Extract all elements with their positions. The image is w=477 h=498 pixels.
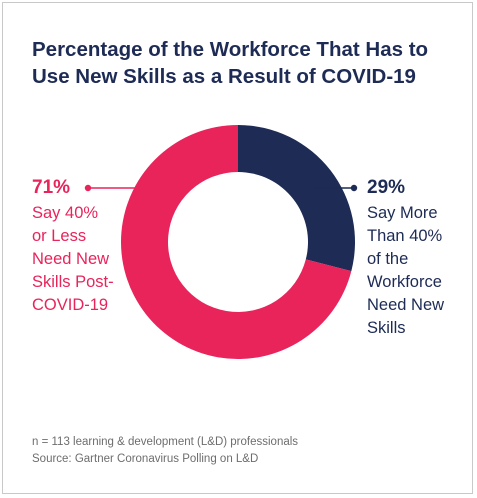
footnote: n = 113 learning & development (L&D) pro… — [32, 434, 298, 468]
right-desc-line: of the — [367, 250, 409, 268]
right-slice-percent: 29% — [367, 177, 406, 198]
donut-slice-71 — [121, 125, 352, 359]
left-desc-line: Need New — [32, 250, 110, 268]
right-desc-line: Say More — [367, 204, 438, 222]
sample-size-note: n = 113 learning & development (L&D) pro… — [32, 436, 299, 448]
right-leader-dot — [350, 184, 358, 192]
right-desc-line: Skills — [367, 319, 406, 337]
right-slice-description: Say More Than 40% of the Workforce Need … — [367, 202, 444, 340]
left-slice-percent: 71% — [32, 177, 71, 198]
donut-slice-29 — [238, 125, 355, 272]
left-desc-line: Skills Post- — [32, 273, 114, 291]
chart-title: Percentage of the Workforce That Has to … — [32, 38, 429, 88]
source-note: Source: Gartner Coronavirus Polling on L… — [32, 453, 259, 465]
left-desc-line: Say 40% — [32, 204, 99, 222]
right-desc-line: Need New — [367, 296, 445, 314]
right-desc-line: Than 40% — [367, 227, 443, 245]
left-leader-dot — [84, 184, 92, 192]
left-slice-description: Say 40% or Less Need New Skills Post- CO… — [32, 202, 114, 317]
chart-frame — [2, 2, 473, 494]
left-desc-line: or Less — [32, 227, 87, 245]
right-desc-line: Workforce — [367, 273, 442, 291]
left-desc-line: COVID-19 — [32, 296, 109, 314]
